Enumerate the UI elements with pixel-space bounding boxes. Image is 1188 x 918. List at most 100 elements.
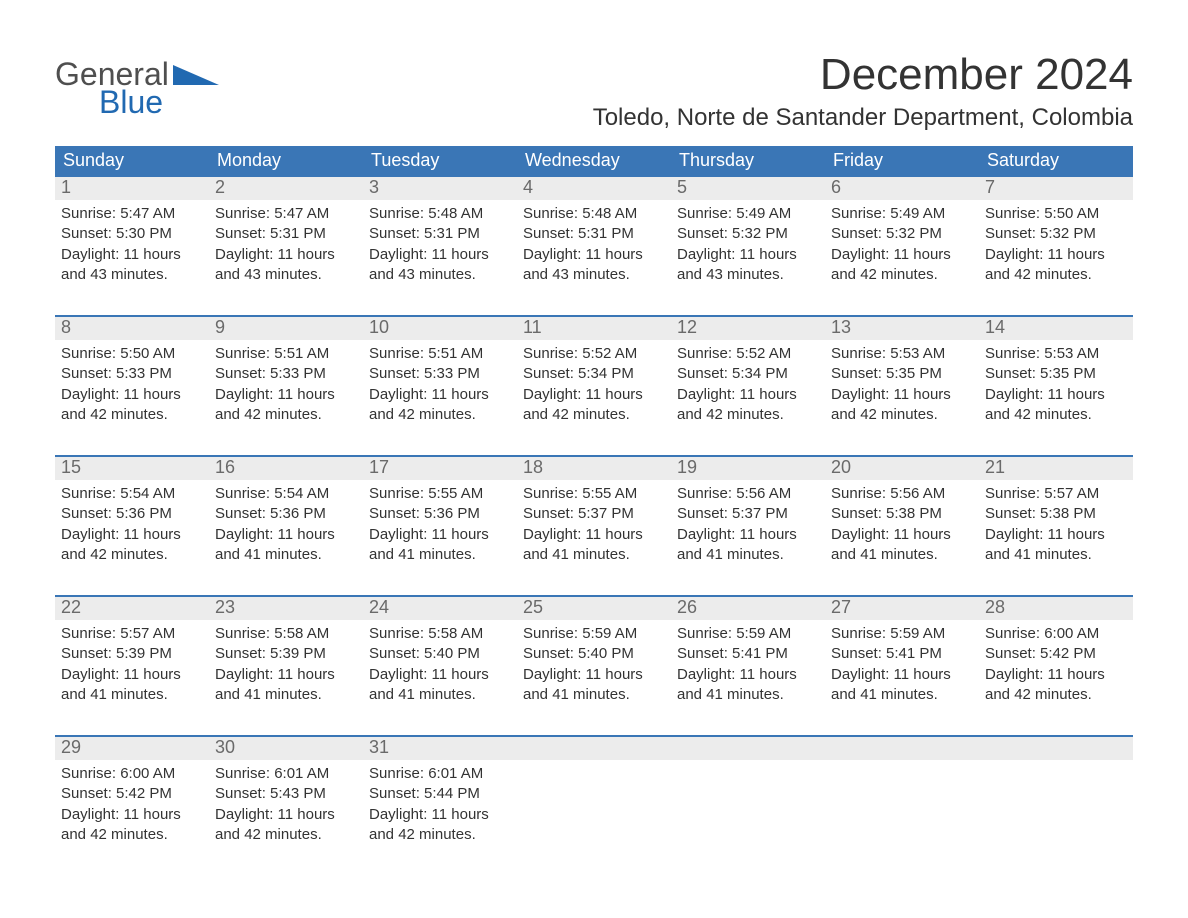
day-cell: 6Sunrise: 5:49 AMSunset: 5:32 PMDaylight… (825, 177, 979, 285)
day-cell: 12Sunrise: 5:52 AMSunset: 5:34 PMDayligh… (671, 317, 825, 425)
day-body: Sunrise: 6:01 AMSunset: 5:43 PMDaylight:… (209, 760, 363, 845)
day-cell: 29Sunrise: 6:00 AMSunset: 5:42 PMDayligh… (55, 737, 209, 845)
day-cell: 18 Sunrise: 5:55 AMSunset: 5:37 PMDayligh… (517, 457, 671, 565)
daylight-text: Daylight: 11 hours and 42 minutes. (369, 805, 511, 846)
sunset-text: Sunset: 5:34 PM (677, 364, 819, 384)
daylight-text: Daylight: 11 hours and 42 minutes. (523, 385, 665, 426)
day-of-week-header: Sunday Monday Tuesday Wednesday Thursday… (55, 146, 1133, 177)
logo-text-blue: Blue (99, 86, 219, 118)
day-number: 19 (671, 457, 825, 480)
day-number: 11 (517, 317, 671, 340)
sunset-text: Sunset: 5:30 PM (61, 224, 203, 244)
day-number: 22 (55, 597, 209, 620)
sunset-text: Sunset: 5:31 PM (369, 224, 511, 244)
daylight-text: Daylight: 11 hours and 42 minutes. (61, 805, 203, 846)
day-cell: 27Sunrise: 5:59 AMSunset: 5:41 PMDayligh… (825, 597, 979, 705)
day-body: Sunrise: 5:58 AMSunset: 5:40 PMDaylight:… (363, 620, 517, 705)
sunrise-text: Sunrise: 5:54 AM (61, 484, 203, 504)
sunrise-text: Sunrise: 6:01 AM (369, 764, 511, 784)
daylight-text: Daylight: 11 hours and 43 minutes. (215, 245, 357, 286)
day-body: Sunrise: 5:56 AMSunset: 5:38 PMDaylight:… (825, 480, 979, 565)
day-body: Sunrise: 5:54 AMSunset: 5:36 PMDaylight:… (209, 480, 363, 565)
daylight-text: Daylight: 11 hours and 42 minutes. (215, 805, 357, 846)
logo: General Blue (55, 58, 219, 118)
day-number: 17 (363, 457, 517, 480)
day-cell: 21Sunrise: 5:57 AMSunset: 5:38 PMDayligh… (979, 457, 1133, 565)
day-cell: 26Sunrise: 5:59 AMSunset: 5:41 PMDayligh… (671, 597, 825, 705)
sunset-text: Sunset: 5:39 PM (215, 644, 357, 664)
day-body: Sunrise: 5:58 AMSunset: 5:39 PMDaylight:… (209, 620, 363, 705)
daylight-text: Daylight: 11 hours and 41 minutes. (523, 525, 665, 566)
daylight-text: Daylight: 11 hours and 42 minutes. (831, 385, 973, 426)
day-cell: 9Sunrise: 5:51 AMSunset: 5:33 PMDaylight… (209, 317, 363, 425)
header: General Blue December 2024 Toledo, Norte… (55, 50, 1133, 132)
sunrise-text: Sunrise: 5:56 AM (831, 484, 973, 504)
sunrise-text: Sunrise: 5:53 AM (831, 344, 973, 364)
day-number: 26 (671, 597, 825, 620)
day-cell: 1Sunrise: 5:47 AMSunset: 5:30 PMDaylight… (55, 177, 209, 285)
daylight-text: Daylight: 11 hours and 43 minutes. (61, 245, 203, 286)
calendar: Sunday Monday Tuesday Wednesday Thursday… (55, 146, 1133, 845)
sunrise-text: Sunrise: 5:51 AM (369, 344, 511, 364)
dow-thursday: Thursday (671, 146, 825, 177)
day-number: 12 (671, 317, 825, 340)
sunrise-text: Sunrise: 5:50 AM (985, 204, 1127, 224)
dow-wednesday: Wednesday (517, 146, 671, 177)
sunset-text: Sunset: 5:31 PM (215, 224, 357, 244)
day-body: Sunrise: 5:47 AMSunset: 5:30 PMDaylight:… (55, 200, 209, 285)
location-subtitle: Toledo, Norte de Santander Department, C… (593, 104, 1133, 132)
daylight-text: Daylight: 11 hours and 42 minutes. (215, 385, 357, 426)
day-number: 28 (979, 597, 1133, 620)
day-cell: 25Sunrise: 5:59 AMSunset: 5:40 PMDayligh… (517, 597, 671, 705)
day-number: 14 (979, 317, 1133, 340)
day-number: 4 (517, 177, 671, 200)
daylight-text: Daylight: 11 hours and 42 minutes. (61, 525, 203, 566)
day-number: 15 (55, 457, 209, 480)
day-number: 27 (825, 597, 979, 620)
day-cell: 11 Sunrise: 5:52 AMSunset: 5:34 PMDayligh… (517, 317, 671, 425)
daylight-text: Daylight: 11 hours and 42 minutes. (61, 385, 203, 426)
daylight-text: Daylight: 11 hours and 42 minutes. (985, 245, 1127, 286)
day-body: Sunrise: 5:49 AMSunset: 5:32 PMDaylight:… (825, 200, 979, 285)
sunrise-text: Sunrise: 5:54 AM (215, 484, 357, 504)
sunrise-text: Sunrise: 5:58 AM (369, 624, 511, 644)
sunrise-text: Sunrise: 5:57 AM (985, 484, 1127, 504)
daylight-text: Daylight: 11 hours and 41 minutes. (215, 665, 357, 706)
daylight-text: Daylight: 11 hours and 42 minutes. (369, 385, 511, 426)
sunset-text: Sunset: 5:32 PM (831, 224, 973, 244)
day-number: 24 (363, 597, 517, 620)
sunset-text: Sunset: 5:37 PM (523, 504, 665, 524)
day-body: Sunrise: 5:57 AMSunset: 5:39 PMDaylight:… (55, 620, 209, 705)
logo-triangle-icon (173, 65, 219, 85)
sunrise-text: Sunrise: 6:00 AM (61, 764, 203, 784)
day-body: Sunrise: 5:48 AMSunset: 5:31 PMDaylight:… (517, 200, 671, 285)
sunset-text: Sunset: 5:34 PM (523, 364, 665, 384)
day-number: 10 (363, 317, 517, 340)
dow-saturday: Saturday (979, 146, 1133, 177)
sunrise-text: Sunrise: 5:55 AM (523, 484, 665, 504)
day-number: 18 (517, 457, 671, 480)
day-body: Sunrise: 5:56 AMSunset: 5:37 PMDaylight:… (671, 480, 825, 565)
sunrise-text: Sunrise: 5:49 AM (831, 204, 973, 224)
sunset-text: Sunset: 5:32 PM (985, 224, 1127, 244)
sunset-text: Sunset: 5:33 PM (61, 364, 203, 384)
dow-sunday: Sunday (55, 146, 209, 177)
sunset-text: Sunset: 5:40 PM (523, 644, 665, 664)
daylight-text: Daylight: 11 hours and 42 minutes. (985, 385, 1127, 426)
sunrise-text: Sunrise: 5:56 AM (677, 484, 819, 504)
day-number: 30 (209, 737, 363, 760)
sunset-text: Sunset: 5:38 PM (831, 504, 973, 524)
daylight-text: Daylight: 11 hours and 41 minutes. (677, 525, 819, 566)
sunset-text: Sunset: 5:37 PM (677, 504, 819, 524)
day-cell: 15Sunrise: 5:54 AMSunset: 5:36 PMDayligh… (55, 457, 209, 565)
day-cell: 19Sunrise: 5:56 AMSunset: 5:37 PMDayligh… (671, 457, 825, 565)
sunset-text: Sunset: 5:42 PM (985, 644, 1127, 664)
daylight-text: Daylight: 11 hours and 43 minutes. (523, 245, 665, 286)
daylight-text: Daylight: 11 hours and 42 minutes. (831, 245, 973, 286)
day-body: Sunrise: 5:59 AMSunset: 5:41 PMDaylight:… (671, 620, 825, 705)
daylight-text: Daylight: 11 hours and 41 minutes. (369, 665, 511, 706)
sunrise-text: Sunrise: 6:00 AM (985, 624, 1127, 644)
daylight-text: Daylight: 11 hours and 41 minutes. (677, 665, 819, 706)
title-block: December 2024 Toledo, Norte de Santander… (593, 50, 1133, 132)
sunrise-text: Sunrise: 5:52 AM (523, 344, 665, 364)
